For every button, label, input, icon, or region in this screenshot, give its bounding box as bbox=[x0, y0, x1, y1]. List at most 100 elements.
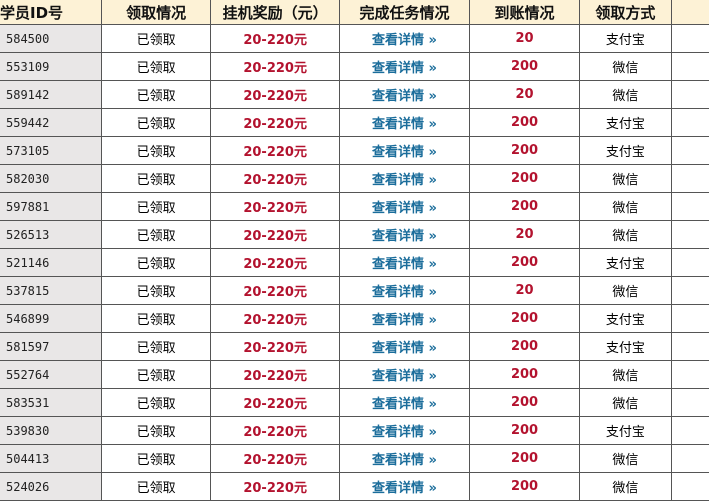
reward: 20-220元 bbox=[210, 416, 341, 445]
extra-cell bbox=[670, 108, 709, 137]
view-details-link[interactable]: 查看详情 » bbox=[339, 52, 470, 81]
payment-method: 微信 bbox=[579, 444, 672, 473]
table-row: 559442 已领取 20-220元 查看详情 » 200 支付宝 bbox=[0, 108, 709, 137]
reward: 20-220元 bbox=[210, 332, 341, 361]
received-amount: 200 bbox=[468, 192, 581, 221]
reward: 20-220元 bbox=[210, 276, 341, 305]
received-amount: 200 bbox=[468, 416, 581, 445]
reward: 20-220元 bbox=[210, 136, 341, 165]
status: 已领取 bbox=[100, 80, 212, 109]
received-amount: 200 bbox=[468, 136, 581, 165]
student-id: 581597 bbox=[0, 332, 102, 361]
table-row: 504413 已领取 20-220元 查看详情 » 200 微信 bbox=[0, 444, 709, 473]
reward: 20-220元 bbox=[210, 80, 341, 109]
payment-method: 微信 bbox=[579, 192, 672, 221]
view-details-link[interactable]: 查看详情 » bbox=[339, 416, 470, 445]
status: 已领取 bbox=[100, 304, 212, 333]
status: 已领取 bbox=[100, 388, 212, 417]
view-details-link[interactable]: 查看详情 » bbox=[339, 24, 470, 53]
student-id: 553109 bbox=[0, 52, 102, 81]
view-details-link[interactable]: 查看详情 » bbox=[339, 276, 470, 305]
extra-cell bbox=[670, 164, 709, 193]
extra-cell bbox=[670, 192, 709, 221]
received-amount: 200 bbox=[468, 472, 581, 501]
view-details-link[interactable]: 查看详情 » bbox=[339, 444, 470, 473]
student-id: 521146 bbox=[0, 248, 102, 277]
extra-cell bbox=[670, 24, 709, 53]
table-row: 553109 已领取 20-220元 查看详情 » 200 微信 bbox=[0, 52, 709, 81]
student-id: 583531 bbox=[0, 388, 102, 417]
received-amount: 20 bbox=[468, 24, 581, 53]
student-id: 504413 bbox=[0, 444, 102, 473]
received-amount: 200 bbox=[468, 388, 581, 417]
table-row: 537815 已领取 20-220元 查看详情 » 20 微信 bbox=[0, 276, 709, 305]
payment-method: 支付宝 bbox=[579, 416, 672, 445]
payment-method: 微信 bbox=[579, 164, 672, 193]
extra-cell bbox=[670, 248, 709, 277]
status: 已领取 bbox=[100, 192, 212, 221]
view-details-link[interactable]: 查看详情 » bbox=[339, 248, 470, 277]
view-details-link[interactable]: 查看详情 » bbox=[339, 472, 470, 501]
table-row: 524026 已领取 20-220元 查看详情 » 200 微信 bbox=[0, 472, 709, 501]
view-details-link[interactable]: 查看详情 » bbox=[339, 108, 470, 137]
received-amount: 200 bbox=[468, 52, 581, 81]
view-details-link[interactable]: 查看详情 » bbox=[339, 80, 470, 109]
table-row: 521146 已领取 20-220元 查看详情 » 200 支付宝 bbox=[0, 248, 709, 277]
status: 已领取 bbox=[100, 24, 212, 53]
reward: 20-220元 bbox=[210, 108, 341, 137]
extra-cell bbox=[670, 388, 709, 417]
table-row: 546899 已领取 20-220元 查看详情 » 200 支付宝 bbox=[0, 304, 709, 333]
payment-method: 支付宝 bbox=[579, 248, 672, 277]
received-amount: 200 bbox=[468, 304, 581, 333]
header-student-id: 学员ID号 bbox=[0, 0, 102, 25]
extra-cell bbox=[670, 220, 709, 249]
payment-method: 微信 bbox=[579, 276, 672, 305]
student-id: 524026 bbox=[0, 472, 102, 501]
status: 已领取 bbox=[100, 52, 212, 81]
view-details-link[interactable]: 查看详情 » bbox=[339, 304, 470, 333]
reward: 20-220元 bbox=[210, 444, 341, 473]
status: 已领取 bbox=[100, 472, 212, 501]
header-status: 领取情况 bbox=[100, 0, 212, 25]
status: 已领取 bbox=[100, 108, 212, 137]
received-amount: 200 bbox=[468, 108, 581, 137]
received-amount: 20 bbox=[468, 80, 581, 109]
view-details-link[interactable]: 查看详情 » bbox=[339, 192, 470, 221]
extra-cell bbox=[670, 416, 709, 445]
payment-method: 微信 bbox=[579, 220, 672, 249]
view-details-link[interactable]: 查看详情 » bbox=[339, 136, 470, 165]
extra-cell bbox=[670, 360, 709, 389]
received-amount: 200 bbox=[468, 444, 581, 473]
status: 已领取 bbox=[100, 444, 212, 473]
payment-method: 微信 bbox=[579, 472, 672, 501]
reward: 20-220元 bbox=[210, 192, 341, 221]
received-amount: 200 bbox=[468, 248, 581, 277]
payment-method: 微信 bbox=[579, 388, 672, 417]
status: 已领取 bbox=[100, 416, 212, 445]
status: 已领取 bbox=[100, 136, 212, 165]
received-amount: 200 bbox=[468, 360, 581, 389]
view-details-link[interactable]: 查看详情 » bbox=[339, 388, 470, 417]
extra-cell bbox=[670, 276, 709, 305]
view-details-link[interactable]: 查看详情 » bbox=[339, 220, 470, 249]
reward: 20-220元 bbox=[210, 388, 341, 417]
student-id: 582030 bbox=[0, 164, 102, 193]
extra-cell bbox=[670, 304, 709, 333]
view-details-link[interactable]: 查看详情 » bbox=[339, 164, 470, 193]
received-amount: 20 bbox=[468, 220, 581, 249]
reward: 20-220元 bbox=[210, 360, 341, 389]
student-id: 537815 bbox=[0, 276, 102, 305]
view-details-link[interactable]: 查看详情 » bbox=[339, 332, 470, 361]
reward: 20-220元 bbox=[210, 248, 341, 277]
table-row: 581597 已领取 20-220元 查看详情 » 200 支付宝 bbox=[0, 332, 709, 361]
extra-cell bbox=[670, 80, 709, 109]
reward: 20-220元 bbox=[210, 304, 341, 333]
extra-cell bbox=[670, 444, 709, 473]
status: 已领取 bbox=[100, 360, 212, 389]
payment-method: 微信 bbox=[579, 80, 672, 109]
view-details-link[interactable]: 查看详情 » bbox=[339, 360, 470, 389]
header-reward: 挂机奖励（元） bbox=[210, 0, 341, 25]
student-id: 573105 bbox=[0, 136, 102, 165]
reward: 20-220元 bbox=[210, 52, 341, 81]
